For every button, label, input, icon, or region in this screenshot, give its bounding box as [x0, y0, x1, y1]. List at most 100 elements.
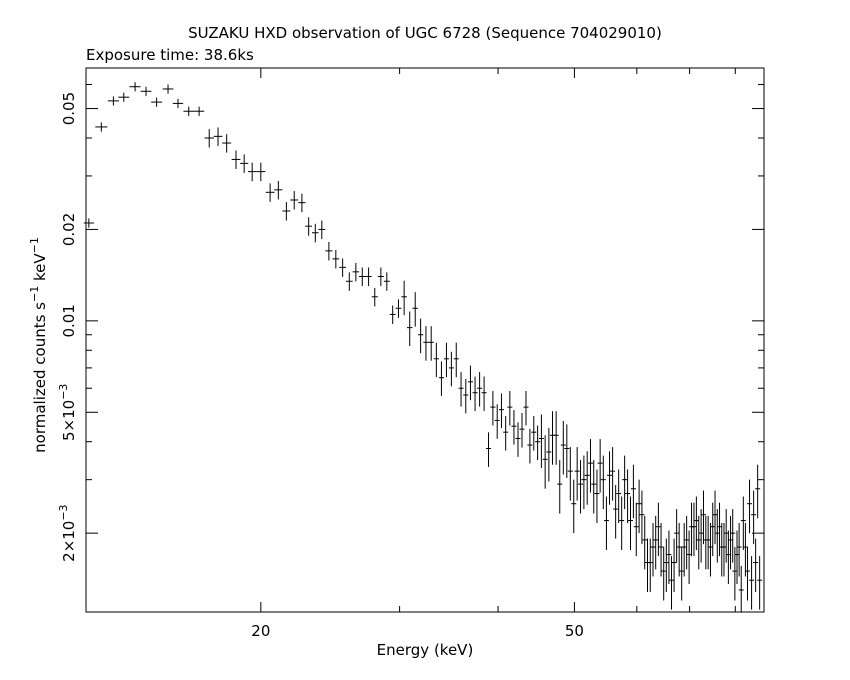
data-point: [730, 509, 736, 563]
data-point: [542, 435, 548, 489]
data-point: [507, 390, 513, 426]
data-point: [712, 490, 718, 545]
data-point: [298, 193, 306, 213]
data-point: [625, 469, 631, 523]
data-point: [658, 522, 664, 577]
data-point: [693, 496, 699, 551]
plot-frame: [85, 67, 765, 613]
data-point: [747, 479, 753, 534]
x-tick-label: 50: [565, 622, 584, 640]
data-point: [645, 538, 651, 593]
data-point: [613, 485, 619, 539]
y-axis-label-sup1: −1: [28, 286, 41, 302]
data-point: [571, 479, 577, 534]
data-point: [622, 455, 628, 510]
data-point: [574, 447, 580, 501]
data-point: [661, 547, 667, 601]
data-point: [587, 439, 593, 493]
data-point: [498, 393, 504, 429]
data-point: [581, 455, 587, 510]
data-point: [140, 86, 152, 96]
data-point: [423, 326, 429, 361]
data-point: [710, 502, 716, 557]
data-point: [721, 522, 727, 577]
y-axis-label: normalized counts s−1 keV−1: [28, 237, 49, 453]
data-point: [751, 490, 757, 545]
data-point: [231, 150, 241, 170]
data-point: [443, 342, 449, 378]
data-point: [129, 82, 141, 92]
data-point: [610, 447, 616, 501]
data-point: [438, 361, 444, 397]
data-point: [633, 502, 639, 557]
y-tick-label: 0.05: [60, 92, 78, 125]
data-point: [183, 106, 194, 116]
data-point: [666, 530, 672, 585]
data-point: [503, 416, 509, 451]
y-tick-label: 5×10−3: [57, 384, 78, 441]
data-point: [681, 522, 687, 577]
data-point: [290, 191, 299, 210]
data-point: [546, 427, 552, 482]
data-point: [738, 565, 744, 612]
y-tick-label: 0.02: [60, 213, 78, 246]
data-point: [591, 460, 597, 514]
data-point: [698, 509, 704, 563]
data-point: [256, 162, 266, 182]
data-point: [627, 496, 633, 551]
x-axis-label: Energy (keV): [377, 641, 474, 659]
data-point: [325, 241, 333, 261]
data-point: [477, 372, 483, 407]
data-point: [603, 496, 609, 551]
data-point: [597, 439, 603, 493]
data-point: [636, 479, 642, 534]
data-point: [371, 287, 378, 307]
axis-tick-labels: 20 50 0.05 0.02 0.01 5×10−3 2×10−3: [57, 92, 584, 640]
data-point: [433, 342, 439, 378]
data-point: [515, 422, 521, 457]
data-point: [151, 97, 163, 107]
data-point: [107, 96, 120, 106]
data-point: [395, 299, 402, 318]
data-point: [467, 365, 473, 401]
data-point: [383, 272, 390, 291]
data-point: [749, 556, 755, 610]
data-point: [213, 127, 223, 146]
data-point: [240, 154, 249, 173]
data-point: [494, 404, 500, 439]
data-point: [674, 509, 680, 563]
data-point: [448, 351, 454, 387]
data-point: [714, 509, 720, 563]
data-point: [274, 180, 283, 200]
chart-title: SUZAKU HXD observation of UGC 6728 (Sequ…: [188, 24, 662, 42]
data-point: [339, 258, 347, 277]
data-point: [401, 280, 407, 316]
data-point: [332, 249, 340, 269]
data-point: [95, 122, 108, 132]
data-point: [616, 469, 622, 523]
data-point: [417, 318, 424, 354]
data-point: [490, 390, 496, 426]
data-point: [346, 272, 353, 291]
data-point: [619, 496, 625, 551]
data-point: [676, 522, 682, 577]
data-point: [669, 556, 675, 610]
data-point: [567, 447, 573, 501]
data-point: [707, 522, 713, 577]
data-point: [655, 502, 661, 557]
data-point: [584, 451, 590, 505]
data-point: [757, 556, 763, 610]
data-point: [453, 342, 459, 378]
data-point: [553, 411, 559, 465]
data-point: [162, 84, 174, 94]
data-point: [557, 460, 563, 514]
data-point: [607, 451, 613, 505]
data-point: [511, 410, 517, 445]
data-points: [83, 82, 763, 612]
data-point: [639, 490, 645, 545]
data-point: [352, 262, 360, 282]
data-point: [118, 92, 130, 102]
y-axis-label-base: normalized counts s: [31, 302, 49, 453]
y-tick-label: 0.01: [60, 304, 78, 337]
